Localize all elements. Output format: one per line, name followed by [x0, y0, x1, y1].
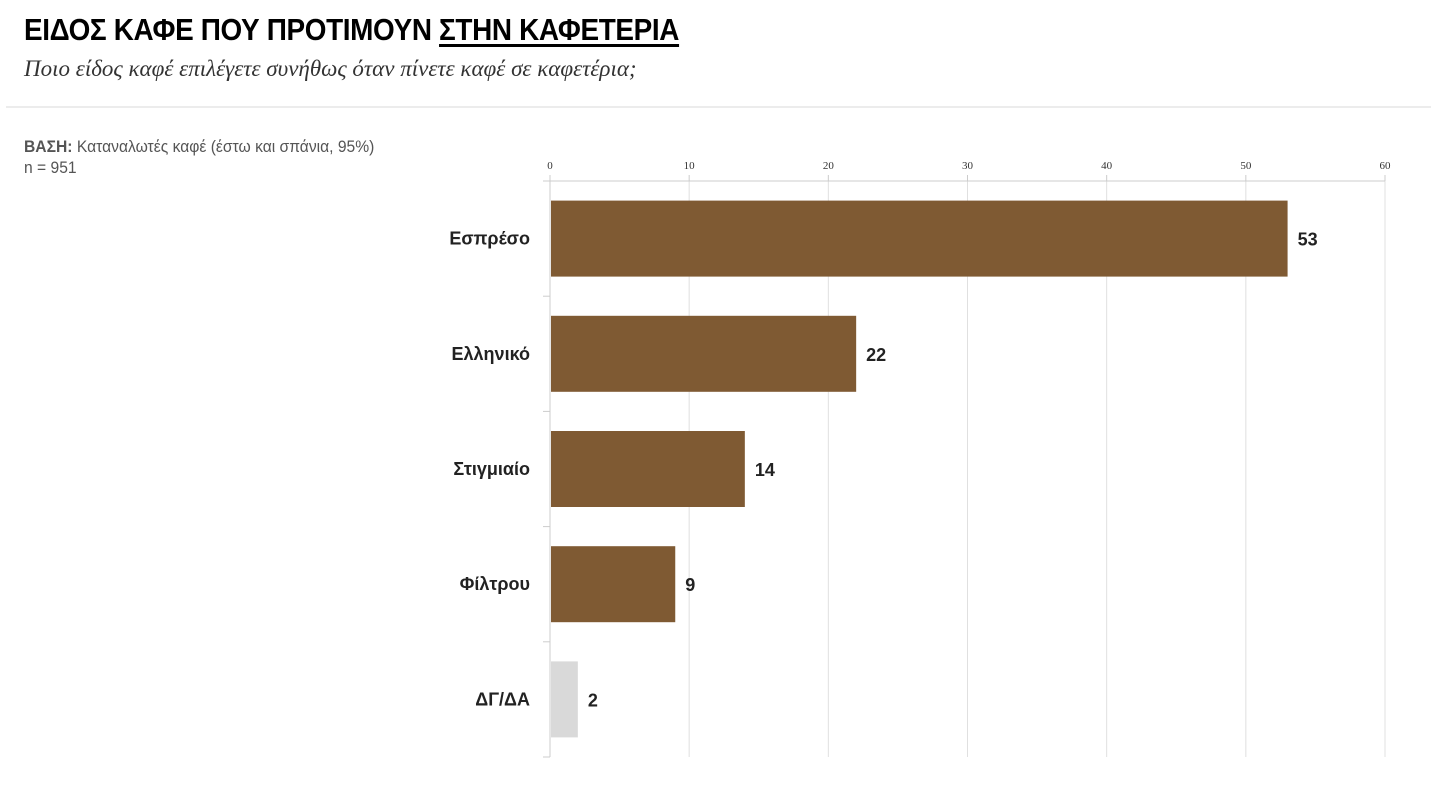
base-label: ΒΑΣΗ:: [24, 137, 73, 156]
bar-1: [551, 200, 1288, 277]
category-label-1: Εσπρέσο: [449, 229, 530, 249]
x-tick-label-30: 30: [962, 160, 974, 172]
x-tick-label-60: 60: [1380, 160, 1392, 172]
x-tick-label-0: 0: [547, 160, 553, 172]
value-label-2: 22: [866, 345, 886, 365]
x-tick-label-50: 50: [1240, 160, 1252, 172]
x-tick-label-10: 10: [684, 160, 696, 172]
bar-4: [551, 546, 676, 623]
title-main: ΕΙΔΟΣ ΚΑΦΕ ΠΟΥ ΠΡΟΤΙΜΟΥΝ: [24, 12, 440, 47]
sample-size: n = 951: [24, 158, 77, 177]
category-label-4: Φίλτρου: [460, 574, 530, 594]
base-line: ΒΑΣΗ: Καταναλωτές καφέ (έστω και σπάνια,…: [24, 136, 374, 157]
category-label-2: Ελληνικό: [452, 344, 530, 364]
bar-3: [551, 431, 745, 507]
bar-2: [551, 315, 857, 392]
base-text: Καταναλωτές καφέ (έστω και σπάνια, 95%): [76, 137, 375, 156]
header-divider: [6, 106, 1431, 108]
value-label-1: 53: [1298, 230, 1318, 250]
page-subtitle: Ποιο είδος καφέ επιλέγετε συνήθως όταν π…: [24, 56, 637, 81]
bar-5: [551, 661, 578, 738]
value-label-5: 2: [588, 690, 598, 710]
category-label-5: ΔΓ/ΔΑ: [475, 689, 530, 709]
page-title: ΕΙΔΟΣ ΚΑΦΕ ΠΟΥ ΠΡΟΤΙΜΟΥΝ ΣΤΗΝ ΚΑΦΕΤΕΡΙΑ: [24, 12, 679, 48]
value-label-4: 9: [685, 575, 695, 595]
category-label-3: Στιγμιαίο: [453, 459, 530, 479]
x-tick-label-20: 20: [823, 160, 835, 172]
value-label-3: 14: [755, 460, 775, 480]
base-note: ΒΑΣΗ: Καταναλωτές καφέ (έστω και σπάνια,…: [24, 136, 374, 178]
title-underlined: ΣΤΗΝ ΚΑΦΕΤΕΡΙΑ: [439, 12, 680, 47]
x-tick-label-40: 40: [1101, 160, 1113, 172]
